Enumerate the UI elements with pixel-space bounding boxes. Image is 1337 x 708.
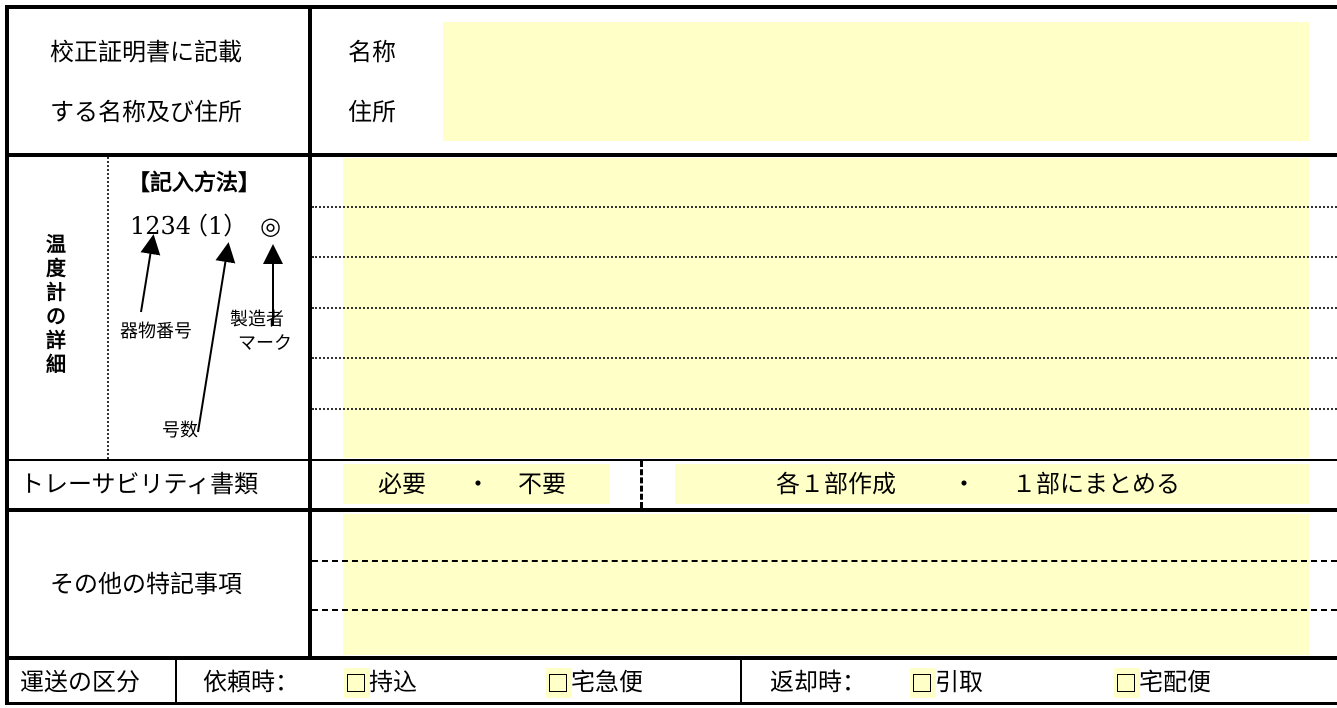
detail-line-3 — [312, 307, 1337, 309]
checkbox-highlight-pickup — [910, 668, 936, 698]
return-option-pickup[interactable]: 引取 — [913, 668, 983, 696]
left-border — [5, 5, 9, 703]
detail-line-4 — [312, 357, 1337, 359]
carry-in-label: 持込 — [369, 668, 417, 696]
detail-line-1 — [312, 206, 1337, 208]
traceability-combined[interactable]: １部にまとめる — [1012, 470, 1180, 498]
row-divider-2 — [5, 459, 1337, 461]
notes-line-2 — [312, 609, 1337, 611]
request-option-express[interactable]: 宅急便 — [549, 668, 643, 696]
annotation-arrows — [140, 234, 283, 433]
bottom-border — [5, 702, 1337, 705]
annotation-manufacturer-line1: 製造者 — [230, 309, 284, 330]
pickup-label: 引取 — [935, 668, 983, 696]
transport-divider-2 — [740, 656, 742, 705]
other-notes-label: その他の特記事項 — [50, 570, 242, 598]
name-label: 名称 — [348, 38, 396, 66]
address-label: 住所 — [348, 98, 396, 126]
checkbox-pickup[interactable] — [913, 674, 931, 692]
annotation-instrument-number: 器物番号 — [120, 321, 192, 342]
traceability-each-one[interactable]: 各１部作成 — [776, 470, 896, 498]
traceability-separator2: ・ — [952, 470, 976, 498]
example-mark: ◎ — [260, 212, 281, 240]
traceability-required-option-field[interactable] — [343, 464, 610, 504]
row-divider-1 — [5, 153, 1337, 157]
transport-label: 運送の区分 — [20, 668, 140, 696]
address-section-label-line1: 校正証明書に記載 — [50, 38, 242, 66]
detail-line-5 — [312, 408, 1337, 410]
checkbox-carry-in[interactable] — [347, 674, 365, 692]
row-divider-4 — [5, 656, 1337, 660]
return-option-delivery[interactable]: 宅配便 — [1117, 668, 1211, 696]
traceability-separator: ・ — [466, 470, 490, 498]
method-title: 【記入方法】 — [128, 171, 261, 196]
detail-line-2 — [312, 256, 1337, 258]
arrow-instrument-number — [140, 234, 161, 313]
top-border — [5, 5, 1337, 9]
row-divider-3 — [5, 508, 1337, 512]
method-column-divider — [107, 157, 109, 459]
checkbox-delivery[interactable] — [1117, 674, 1135, 692]
transport-divider-1 — [175, 656, 177, 705]
traceability-copies-option-field[interactable] — [675, 464, 1309, 504]
checkbox-highlight-carry-in — [344, 668, 370, 698]
traceability-label: トレーサビリティ書類 — [20, 470, 259, 498]
delivery-label: 宅配便 — [1139, 668, 1211, 696]
checkbox-express[interactable] — [549, 674, 567, 692]
notes-line-1 — [312, 560, 1337, 562]
label-column-divider — [308, 5, 312, 656]
thermometer-details-label: 温 度 計 の 詳 細 — [46, 232, 66, 376]
example-number: 1234 — [130, 212, 192, 240]
arrow-number — [197, 242, 236, 433]
other-notes-field[interactable] — [343, 514, 1309, 655]
traceability-required[interactable]: 必要 — [378, 470, 426, 498]
return-label: 返却時： — [770, 668, 866, 696]
request-option-carry-in[interactable]: 持込 — [347, 668, 417, 696]
traceability-divider — [640, 461, 643, 508]
annotation-number: 号数 — [162, 420, 198, 441]
annotation-manufacturer-line2: マーク — [238, 333, 292, 354]
request-label: 依頼時： — [203, 668, 299, 696]
traceability-not-required[interactable]: 不要 — [518, 470, 566, 498]
checkbox-highlight-express — [546, 668, 572, 698]
express-label: 宅急便 — [571, 668, 643, 696]
address-section-label-line2: する名称及び住所 — [50, 98, 242, 126]
example-paren: （1） — [184, 212, 248, 240]
checkbox-highlight-delivery — [1114, 668, 1140, 698]
name-address-field[interactable] — [443, 22, 1309, 141]
